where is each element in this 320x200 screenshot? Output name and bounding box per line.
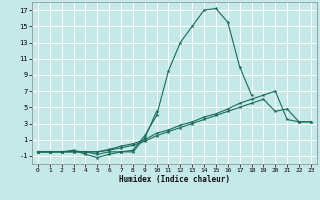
X-axis label: Humidex (Indice chaleur): Humidex (Indice chaleur)	[119, 175, 230, 184]
